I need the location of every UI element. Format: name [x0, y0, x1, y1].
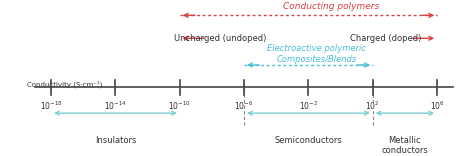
Text: Conductivity (S·cm⁻¹): Conductivity (S·cm⁻¹)	[27, 80, 102, 88]
Text: Charged (doped): Charged (doped)	[350, 34, 421, 43]
Text: $10^{2}$: $10^{2}$	[365, 99, 380, 112]
Text: $10^{-14}$: $10^{-14}$	[104, 99, 127, 112]
Text: $10^{-6}$: $10^{-6}$	[235, 99, 254, 112]
Text: Semiconductors: Semiconductors	[274, 136, 342, 145]
Text: Uncharged (undoped): Uncharged (undoped)	[174, 34, 266, 43]
Text: Electroactive polymeric
Composites/Blends: Electroactive polymeric Composites/Blend…	[267, 44, 366, 64]
Text: $10^{-10}$: $10^{-10}$	[168, 99, 191, 112]
Text: $10^{-18}$: $10^{-18}$	[40, 99, 63, 112]
Text: $10^{-2}$: $10^{-2}$	[299, 99, 318, 112]
Text: Insulators: Insulators	[95, 136, 136, 145]
Text: Conducting polymers: Conducting polymers	[283, 2, 379, 11]
Text: $10^{6}$: $10^{6}$	[429, 99, 445, 112]
Text: Metallic
conductors: Metallic conductors	[382, 136, 428, 156]
